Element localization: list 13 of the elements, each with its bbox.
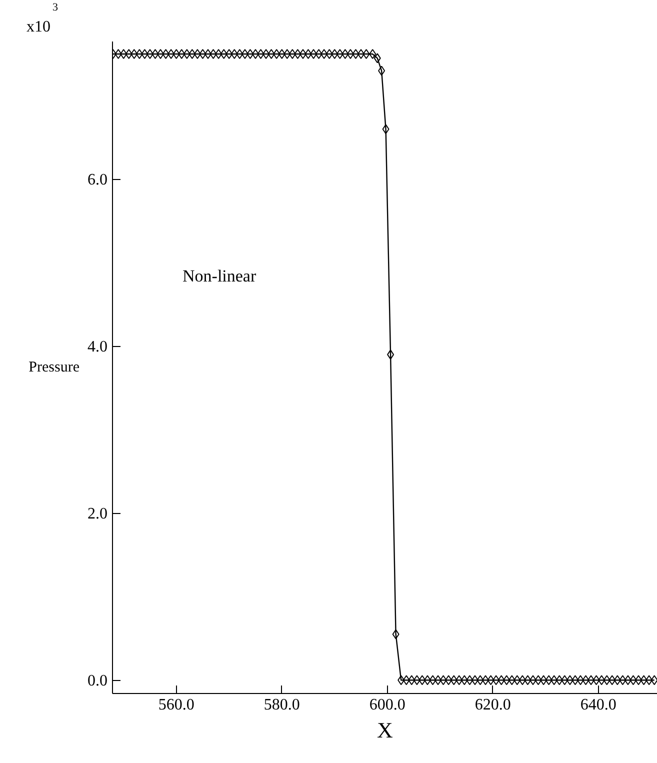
y-tick-label: 0.0 — [88, 672, 108, 690]
x-tick-label: 580.0 — [264, 696, 300, 714]
x-tick-label: 640.0 — [580, 696, 616, 714]
y-axis-title: Pressure — [28, 360, 80, 376]
y-tick-label: 4.0 — [88, 338, 108, 356]
x-tick-label: 600.0 — [369, 696, 406, 714]
y-tick-label: 2.0 — [88, 506, 108, 523]
text: x103 — [26, 2, 58, 36]
y-tick-label: 6.0 — [88, 172, 108, 189]
x-axis-title: X — [377, 718, 394, 742]
x-tick-label: 560.0 — [158, 696, 194, 714]
x-tick-label: 620.0 — [474, 696, 511, 714]
annotation: Non-linear — [182, 266, 256, 286]
